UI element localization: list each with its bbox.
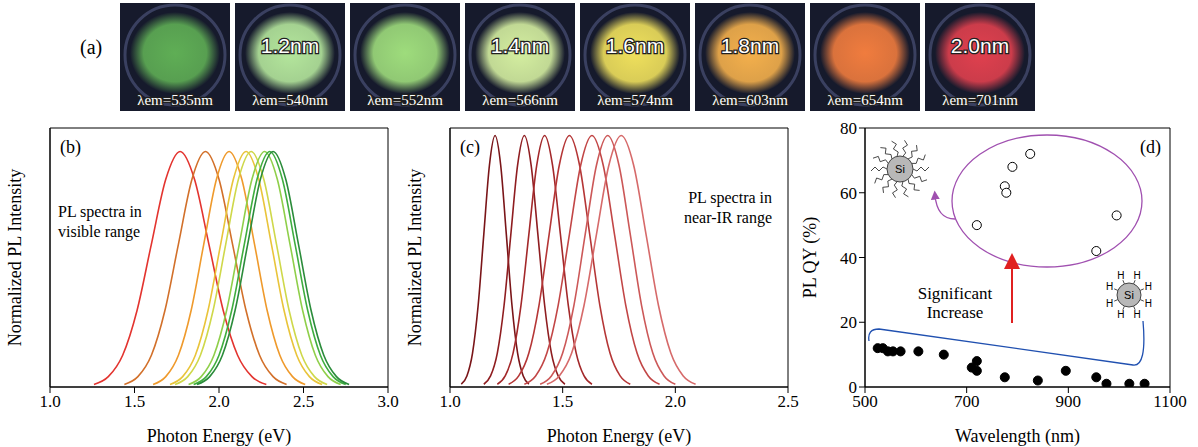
svg-text:visible range: visible range	[58, 223, 140, 241]
svg-text:1.8nm: 1.8nm	[721, 34, 779, 57]
svg-text:20: 20	[840, 313, 857, 332]
svg-text:λem=701nm: λem=701nm	[942, 92, 1018, 108]
svg-text:500: 500	[852, 392, 878, 412]
svg-text:PL spectra in: PL spectra in	[58, 203, 142, 221]
svg-text:PL QY (%): PL QY (%)	[800, 217, 821, 299]
svg-text:Wavelength (nm): Wavelength (nm)	[955, 426, 1080, 447]
svg-text:Si: Si	[1124, 289, 1134, 301]
svg-text:1100: 1100	[1153, 392, 1186, 411]
svg-text:1.5: 1.5	[552, 392, 573, 411]
svg-text:900: 900	[1056, 392, 1082, 411]
svg-text:3.0: 3.0	[377, 392, 398, 411]
svg-text:Significant: Significant	[918, 284, 993, 303]
svg-text:Normalized PL Intensity: Normalized PL Intensity	[5, 169, 25, 346]
svg-text:1.0: 1.0	[439, 392, 460, 411]
svg-text:λem=552nm: λem=552nm	[367, 92, 443, 108]
svg-text:2.0: 2.0	[208, 392, 229, 411]
svg-text:2.0: 2.0	[665, 392, 686, 411]
svg-text:1.0: 1.0	[39, 392, 60, 411]
svg-text:λem=654nm: λem=654nm	[827, 92, 903, 108]
svg-text:PL spectra in: PL spectra in	[688, 189, 772, 207]
svg-text:H: H	[1117, 270, 1124, 281]
html-text:(a): (a)	[80, 36, 103, 58]
svg-text:(b): (b)	[60, 137, 81, 158]
svg-text:2.0nm: 2.0nm	[951, 34, 1009, 57]
svg-text:λem=540nm: λem=540nm	[252, 92, 328, 108]
svg-text:1.5: 1.5	[124, 392, 145, 411]
svg-text:H: H	[1106, 298, 1113, 309]
svg-text:2.5: 2.5	[777, 392, 798, 411]
svg-text:H: H	[1145, 298, 1152, 309]
svg-text:80: 80	[840, 119, 857, 138]
svg-text:H: H	[1133, 309, 1140, 320]
svg-text:λem=535nm: λem=535nm	[137, 92, 213, 108]
svg-text:(d): (d)	[1140, 137, 1161, 158]
svg-text:H: H	[1145, 281, 1152, 292]
svg-text:Photon Energy (eV): Photon Energy (eV)	[147, 426, 292, 447]
svg-text:40: 40	[840, 249, 857, 268]
svg-text:(c): (c)	[460, 137, 480, 158]
svg-text:λem=574nm: λem=574nm	[597, 92, 673, 108]
svg-text:0: 0	[849, 378, 858, 397]
svg-text:λem=566nm: λem=566nm	[482, 92, 558, 108]
svg-text:Si: Si	[895, 163, 905, 175]
svg-text:near-IR range: near-IR range	[684, 209, 772, 227]
svg-text:700: 700	[954, 392, 980, 411]
svg-text:H: H	[1106, 281, 1113, 292]
svg-text:2.5: 2.5	[293, 392, 314, 411]
svg-text:H: H	[1117, 309, 1124, 320]
svg-text:H: H	[1133, 270, 1140, 281]
svg-text:Normalized PL Intensity: Normalized PL Intensity	[405, 169, 425, 346]
svg-text:60: 60	[840, 184, 857, 203]
svg-text:1.6nm: 1.6nm	[606, 34, 664, 57]
svg-text:Photon Energy (eV): Photon Energy (eV)	[547, 426, 692, 447]
svg-text:λem=603nm: λem=603nm	[712, 92, 788, 108]
svg-text:Increase: Increase	[927, 303, 984, 322]
svg-text:1.4nm: 1.4nm	[491, 34, 549, 57]
svg-text:1.2nm: 1.2nm	[261, 34, 319, 57]
